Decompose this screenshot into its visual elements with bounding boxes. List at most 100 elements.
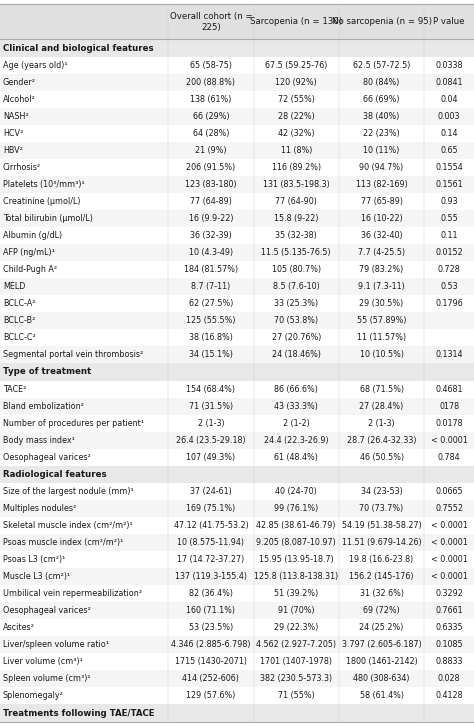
Text: Psoas muscle index (cm²/m²)¹: Psoas muscle index (cm²/m²)¹	[3, 538, 123, 547]
Text: 2 (1-2): 2 (1-2)	[283, 419, 310, 428]
Text: 64 (28%): 64 (28%)	[192, 129, 229, 138]
Bar	[0, 363, 474, 380]
Text: < 0.0001: < 0.0001	[431, 572, 467, 582]
Text: 22 (23%): 22 (23%)	[363, 129, 400, 138]
Text: Splenomegaly²: Splenomegaly²	[3, 691, 64, 701]
Text: 113 (82-169): 113 (82-169)	[356, 180, 408, 189]
Text: 34 (15.1%): 34 (15.1%)	[189, 350, 233, 359]
Text: 53 (23.5%): 53 (23.5%)	[189, 624, 233, 632]
Text: No sarcopenia (n = 95): No sarcopenia (n = 95)	[332, 17, 431, 26]
Text: Cirrhosis²: Cirrhosis²	[3, 163, 41, 172]
Text: 1800 (1461-2142): 1800 (1461-2142)	[346, 657, 418, 666]
Text: 200 (88.8%): 200 (88.8%)	[186, 78, 236, 87]
Text: Alcohol²: Alcohol²	[3, 95, 36, 104]
Text: 2 (1-3): 2 (1-3)	[198, 419, 224, 428]
Text: MELD: MELD	[3, 282, 26, 291]
Bar	[0, 176, 474, 193]
Text: BCLC-B²: BCLC-B²	[3, 316, 36, 325]
Text: 28.7 (26.4-32.33): 28.7 (26.4-32.33)	[347, 436, 416, 444]
Text: < 0.0001: < 0.0001	[431, 555, 467, 564]
Text: 37 (24-61): 37 (24-61)	[190, 487, 232, 497]
Bar	[0, 57, 474, 74]
Bar	[0, 484, 474, 500]
Text: TACE²: TACE²	[3, 385, 27, 393]
Text: 0.4128: 0.4128	[435, 691, 463, 701]
Text: 1701 (1407-1978): 1701 (1407-1978)	[260, 657, 332, 666]
Text: 160 (71.1%): 160 (71.1%)	[186, 606, 236, 616]
Text: Overall cohort (n =
225): Overall cohort (n = 225)	[170, 12, 252, 32]
Text: 79 (83.2%): 79 (83.2%)	[359, 265, 404, 274]
Bar	[0, 398, 474, 415]
Text: 0.784: 0.784	[438, 452, 460, 462]
Text: Albumin (g/dL): Albumin (g/dL)	[3, 231, 62, 240]
Text: 4.562 (2.927-7.205): 4.562 (2.927-7.205)	[256, 640, 337, 649]
Text: Radiological features: Radiological features	[3, 470, 107, 479]
Text: 169 (75.1%): 169 (75.1%)	[186, 505, 236, 513]
Text: 11.51 (9.679-14.26): 11.51 (9.679-14.26)	[342, 538, 421, 547]
Text: < 0.0001: < 0.0001	[431, 538, 467, 547]
Text: BCLC-C²: BCLC-C²	[3, 333, 36, 342]
Text: < 0.0001: < 0.0001	[431, 521, 467, 530]
Text: 15.8 (9-22): 15.8 (9-22)	[274, 214, 319, 223]
Text: 206 (91.5%): 206 (91.5%)	[186, 163, 236, 172]
Bar	[0, 91, 474, 108]
Text: 71 (31.5%): 71 (31.5%)	[189, 401, 233, 411]
Text: HCV²: HCV²	[3, 129, 23, 138]
Bar	[0, 159, 474, 176]
Text: 80 (84%): 80 (84%)	[364, 78, 400, 87]
Text: 0.65: 0.65	[440, 146, 458, 155]
Text: 0.1554: 0.1554	[435, 163, 463, 172]
Text: 31 (32.6%): 31 (32.6%)	[360, 590, 403, 598]
Text: Gender²: Gender²	[3, 78, 36, 87]
Text: 0.0841: 0.0841	[435, 78, 463, 87]
Text: 26.4 (23.5-29.18): 26.4 (23.5-29.18)	[176, 436, 246, 444]
Bar	[0, 39, 474, 57]
Text: 0.0152: 0.0152	[435, 248, 463, 257]
Text: Sarcopenia (n = 130): Sarcopenia (n = 130)	[250, 17, 342, 26]
Text: 40 (24-70): 40 (24-70)	[275, 487, 317, 497]
Text: Ascites²: Ascites²	[3, 624, 35, 632]
Text: 0.0665: 0.0665	[435, 487, 463, 497]
Text: 11.5 (5.135-76.5): 11.5 (5.135-76.5)	[262, 248, 331, 257]
Bar	[0, 125, 474, 142]
Text: 67.5 (59.25-76): 67.5 (59.25-76)	[265, 61, 328, 70]
Text: 105 (80.7%): 105 (80.7%)	[272, 265, 321, 274]
Text: 0.3292: 0.3292	[435, 590, 463, 598]
Text: 15.95 (13.95-18.7): 15.95 (13.95-18.7)	[259, 555, 334, 564]
Text: 33 (25.3%): 33 (25.3%)	[274, 299, 319, 308]
Text: Segmental portal vein thrombosis²: Segmental portal vein thrombosis²	[3, 350, 143, 359]
Text: 72 (55%): 72 (55%)	[278, 95, 315, 104]
Text: Age (years old)¹: Age (years old)¹	[3, 61, 68, 70]
Bar	[0, 210, 474, 227]
Text: 0.93: 0.93	[440, 197, 458, 206]
Text: Umbilical vein repermeabilization²: Umbilical vein repermeabilization²	[3, 590, 142, 598]
Text: 0.8833: 0.8833	[435, 657, 463, 666]
Text: 0.6335: 0.6335	[435, 624, 463, 632]
Bar	[0, 142, 474, 159]
Text: Total bilirubin (μmol/L): Total bilirubin (μmol/L)	[3, 214, 93, 223]
Text: 70 (53.8%): 70 (53.8%)	[274, 316, 319, 325]
Text: Size of the largest nodule (mm)¹: Size of the largest nodule (mm)¹	[3, 487, 134, 497]
Text: 43 (33.3%): 43 (33.3%)	[274, 401, 318, 411]
Text: 137 (119.3-155.4): 137 (119.3-155.4)	[175, 572, 247, 582]
Text: 0.0338: 0.0338	[435, 61, 463, 70]
Text: 24 (25.2%): 24 (25.2%)	[359, 624, 404, 632]
Bar	[0, 108, 474, 125]
Text: 7.7 (4-25.5): 7.7 (4-25.5)	[358, 248, 405, 257]
Text: 138 (61%): 138 (61%)	[190, 95, 232, 104]
Text: P value: P value	[433, 17, 465, 26]
Text: 70 (73.7%): 70 (73.7%)	[359, 505, 404, 513]
Text: 29 (30.5%): 29 (30.5%)	[359, 299, 404, 308]
Text: 0.7552: 0.7552	[435, 505, 463, 513]
Text: 11 (11.57%): 11 (11.57%)	[357, 333, 406, 342]
Text: 77 (64-89): 77 (64-89)	[190, 197, 232, 206]
Text: Treatments following TAE/TACE: Treatments following TAE/TACE	[3, 709, 155, 718]
Text: 46 (50.5%): 46 (50.5%)	[359, 452, 404, 462]
Text: 10 (10.5%): 10 (10.5%)	[360, 350, 403, 359]
Text: Oesophageal varices²: Oesophageal varices²	[3, 452, 91, 462]
Text: 91 (70%): 91 (70%)	[278, 606, 315, 616]
Bar	[0, 670, 474, 688]
Bar	[0, 74, 474, 91]
Bar	[0, 619, 474, 637]
Text: 0.1796: 0.1796	[435, 299, 463, 308]
